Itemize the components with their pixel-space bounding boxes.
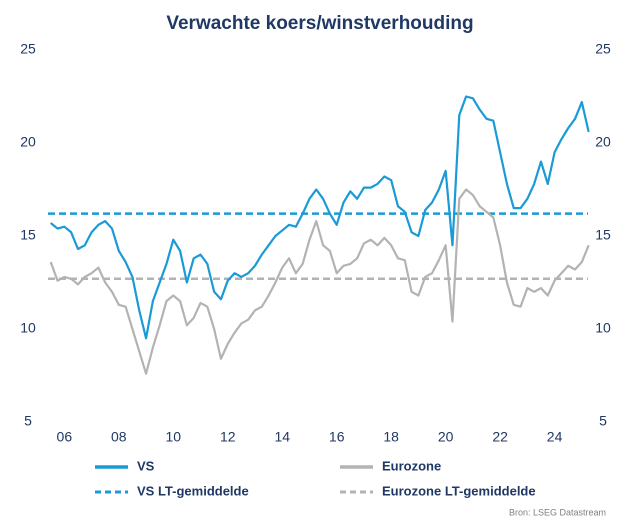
y-tick-label: 25 [20,41,36,57]
x-tick-label: 24 [547,429,563,445]
y2-tick-label: 15 [595,227,611,243]
series-line [50,95,590,340]
legend-label: VS [137,458,155,473]
y2-tick-label: 25 [595,41,611,57]
legend-label: Eurozone LT-gemiddelde [382,483,536,498]
y-tick-label: 15 [20,227,36,243]
x-tick-label: 08 [111,429,127,445]
y-tick-label: 5 [24,413,32,429]
y-tick-label: 20 [20,134,36,150]
x-tick-label: 14 [274,429,290,445]
source: Bron: LSEG Datastream [509,507,606,517]
legend-label: Eurozone [382,458,441,473]
x-tick-label: 20 [438,429,454,445]
x-tick-label: 16 [329,429,345,445]
x-tick-label: 10 [165,429,181,445]
x-tick-label: 12 [220,429,236,445]
x-tick-label: 06 [57,429,73,445]
chart-title: Verwachte koers/winstverhouding [166,13,473,34]
y2-tick-label: 10 [595,320,611,336]
y2-tick-label: 5 [599,413,607,429]
x-tick-label: 18 [383,429,399,445]
y-tick-label: 10 [20,320,36,336]
legend-label: VS LT-gemiddelde [137,483,249,498]
y2-tick-label: 20 [595,134,611,150]
x-tick-label: 22 [492,429,508,445]
series-line [49,188,590,375]
